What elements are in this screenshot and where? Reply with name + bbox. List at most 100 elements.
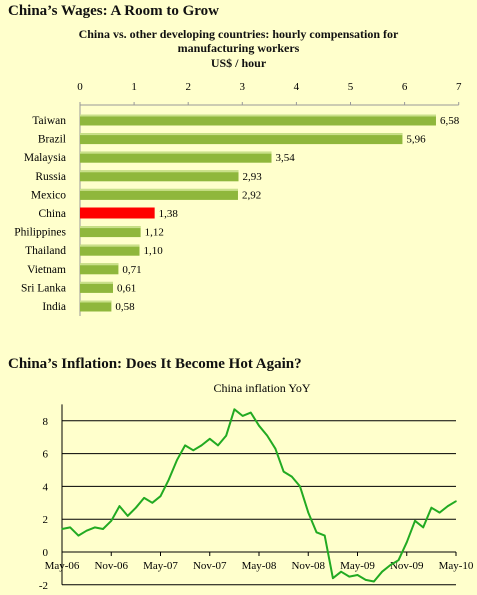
inflation-data-point (455, 500, 457, 502)
inflation-data-point (323, 534, 326, 537)
y-tick-label: 6 (43, 449, 49, 461)
x-tick-label: 1 (131, 81, 137, 93)
inflation-line-chart: China inflation YoY 8 6 4 2 0 -2 May-06 Nov-06 Ma… (39, 381, 474, 592)
inflation-data-point (397, 559, 400, 561)
inflation-data-point (77, 534, 80, 537)
x-tick-label: May-10 (439, 560, 474, 572)
x-tick-label: Nov-08 (291, 560, 325, 572)
x-tick-label: May-08 (242, 560, 277, 572)
bar-value-label: 0,71 (122, 264, 141, 276)
wages-chart-subtitle-line1: China vs. other developing countries: ho… (78, 27, 399, 41)
bar (80, 188, 238, 200)
highlight-bar (80, 207, 155, 219)
inflation-data-point (200, 444, 203, 447)
category-label: Thailand (25, 245, 66, 257)
bar (80, 300, 112, 312)
bar (80, 114, 436, 126)
inflation-data-point (266, 434, 269, 437)
x-tick-label: May-06 (45, 560, 80, 572)
inflation-data-point (446, 505, 449, 507)
inflation-data-point (381, 570, 383, 573)
bar-value-label: 3,54 (276, 152, 296, 164)
bar-highlight (80, 151, 272, 154)
bar-value-label: 1,38 (159, 208, 179, 220)
inflation-data-point (291, 475, 293, 478)
bar (80, 263, 119, 275)
inflation-data-point (438, 511, 441, 514)
x-tick-label: Nov-07 (193, 560, 227, 572)
x-tick-label: 5 (348, 81, 354, 93)
bar-value-label: 0,58 (115, 301, 135, 313)
inflation-data-point (225, 434, 227, 437)
inflation-data-point (233, 408, 236, 411)
bar-value-label: 6,58 (440, 115, 460, 127)
inflation-data-point (422, 526, 424, 529)
category-label: Malaysia (24, 152, 66, 164)
inflation-data-point (241, 415, 244, 417)
x-tick-label: May-09 (340, 560, 375, 572)
bar-value-label: 0,61 (117, 282, 136, 294)
inflation-data-point (373, 580, 375, 583)
bar-highlight (80, 114, 436, 117)
inflation-data-point (208, 438, 211, 440)
bar-highlight (80, 170, 239, 173)
bar-value-label: 1,12 (145, 227, 164, 239)
inflation-data-point (332, 577, 334, 580)
bar-value-label: 2,92 (242, 189, 261, 201)
inflation-data-point (340, 570, 342, 573)
inflation-data-point (405, 541, 408, 543)
inflation-data-point (356, 574, 359, 576)
bar (80, 170, 239, 182)
inflation-data-point (389, 564, 392, 566)
x-tick-label: Nov-06 (94, 560, 128, 572)
inflation-data-point (217, 444, 219, 447)
bar-highlight (80, 133, 403, 136)
inflation-data-point (167, 479, 170, 481)
bar-highlight (80, 188, 238, 191)
y-tick-label: 0 (43, 547, 49, 559)
inflation-data-point (135, 506, 137, 509)
bar (80, 244, 140, 256)
x-tick-label: 6 (402, 81, 408, 93)
category-label: China (39, 208, 66, 220)
inflation-data-point (110, 520, 113, 522)
y-tick-label: -2 (39, 580, 48, 592)
x-tick-label: May-07 (143, 560, 178, 572)
inflation-data-point (258, 424, 260, 427)
bar-highlight (80, 300, 112, 303)
inflation-data-point (176, 459, 178, 461)
inflation-data-point (94, 526, 96, 529)
inflation-data-point (126, 515, 129, 517)
inflation-data-point (184, 444, 186, 447)
x-tick-label: 7 (456, 81, 462, 93)
category-label: Taiwan (32, 115, 66, 127)
x-tick-label: 0 (77, 81, 83, 93)
inflation-data-point (430, 506, 433, 509)
inflation-section-title: China’s Inflation: Does It Become Hot Ag… (8, 356, 302, 372)
inflation-data-point (69, 526, 72, 529)
category-label: Sri Lanka (21, 282, 66, 294)
category-label: Brazil (38, 134, 66, 146)
category-label: India (42, 301, 66, 313)
bar-highlight (80, 226, 141, 229)
y-tick-label: 4 (43, 481, 49, 493)
y-tick-label: 8 (43, 416, 49, 428)
bar-highlight (80, 263, 119, 266)
category-label: Philippines (14, 227, 66, 239)
y-tick-label: 2 (43, 514, 49, 526)
x-tick-label: Nov-09 (390, 560, 424, 572)
inflation-chart-title: China inflation YoY (213, 381, 310, 395)
inflation-data-point (299, 485, 301, 488)
inflation-data-point (61, 528, 63, 530)
category-label: Vietnam (27, 264, 66, 276)
inflation-data-point (151, 502, 154, 504)
inflation-data-point (307, 511, 310, 514)
bar-value-label: 5,96 (406, 134, 426, 146)
wages-section-title: China’s Wages: A Room to Grow (8, 3, 219, 19)
inflation-data-point (282, 470, 285, 473)
inflation-data-point (348, 575, 351, 578)
bar-highlight (80, 281, 114, 284)
bar (80, 133, 403, 145)
inflation-data-point (414, 520, 416, 522)
bar-highlight (80, 244, 140, 247)
